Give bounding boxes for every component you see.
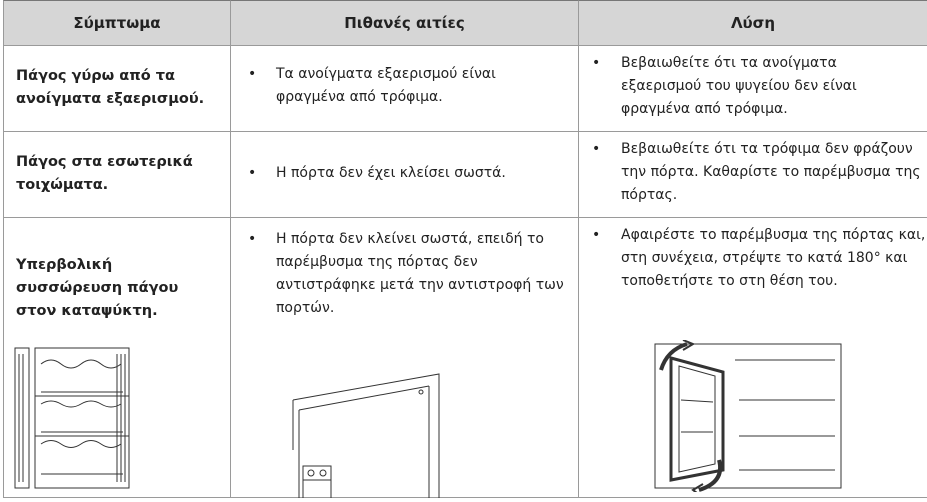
solution-cell: • Αφαιρέστε το παρέμβυσμα της πόρτας και… [579, 218, 927, 498]
solution: Αφαιρέστε το παρέμβυσμα της πόρτας και, … [621, 227, 926, 289]
symptom-cell: Υπερβολική συσσώρευση πάγου στον καταψύκ… [3, 218, 231, 498]
bullet: • [592, 141, 601, 157]
cause-cell: • Η πόρτα δεν κλείνει σωστά, επειδή το π… [231, 218, 579, 498]
bullet: • [248, 165, 257, 181]
bullet: • [248, 231, 257, 247]
header-cell: Λύση [579, 0, 927, 46]
symptom: Πάγος γύρω από τα ανοίγματα εξαερισμού. [16, 68, 205, 107]
header-cell: Πιθανές αιτίες [231, 0, 579, 46]
bullet: • [592, 227, 601, 243]
freezer-illustration [14, 347, 130, 489]
gasket-illustration [654, 340, 842, 492]
cause: Η πόρτα δεν έχει κλείσει σωστά. [276, 165, 506, 181]
header-cell: Σύμπτωμα [3, 0, 231, 46]
hinge-illustration [292, 373, 440, 498]
symptom: Υπερβολική συσσώρευση πάγου στον καταψύκ… [16, 257, 179, 319]
solution-cell: • Βεβαιωθείτε ότι τα ανοίγματα εξαερισμού… [579, 46, 927, 132]
solution: Βεβαιωθείτε ότι τα τρόφιμα δεν φράζουν τ… [621, 141, 921, 203]
cause: Τα ανοίγματα εξαερισμού είναι φραγμένα α… [276, 66, 496, 105]
symptom: Πάγος στα εσωτερικά τοιχώματα. [16, 154, 193, 193]
solution: Βεβαιωθείτε ότι τα ανοίγματα εξαερισμού … [621, 55, 857, 117]
bullet: • [248, 66, 257, 82]
cause-cell: • Η πόρτα δεν έχει κλείσει σωστά. [231, 132, 579, 218]
cause-cell: • Τα ανοίγματα εξαερισμού είναι φραγμένα … [231, 46, 579, 132]
cause: Η πόρτα δεν κλείνει σωστά, επειδή το παρ… [276, 231, 564, 316]
solution-cell: • Βεβαιωθείτε ότι τα τρόφιμα δεν φράζουν … [579, 132, 927, 218]
symptom-cell: Πάγος στα εσωτερικά τοιχώματα. [3, 132, 231, 218]
bullet: • [592, 55, 601, 71]
symptom-cell: Πάγος γύρω από τα ανοίγματα εξαερισμού. [3, 46, 231, 132]
